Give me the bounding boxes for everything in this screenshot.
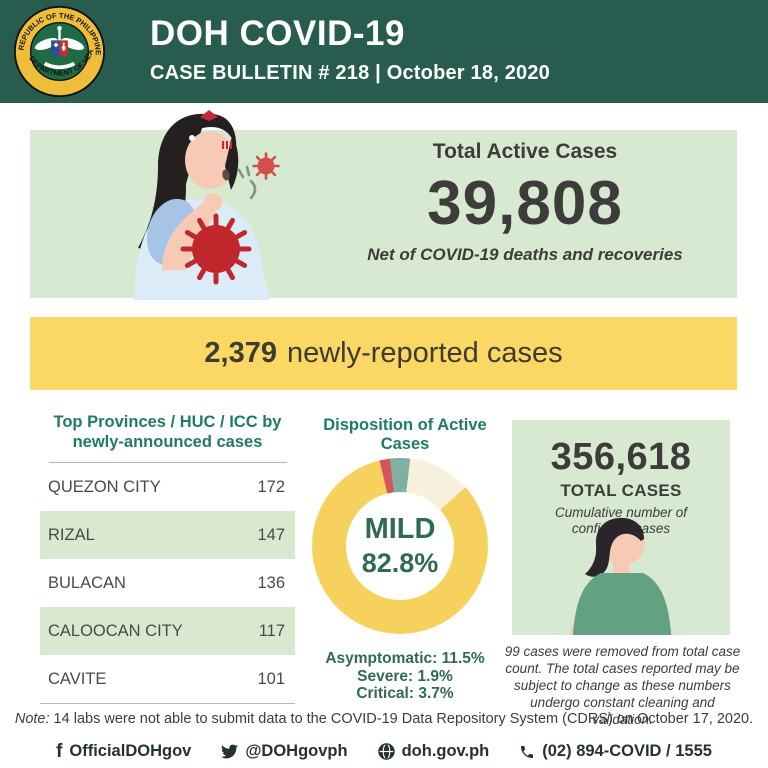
active-cases-caption: Net of COVID-19 deaths and recoveries (367, 245, 683, 264)
note-line: Note: 14 labs were not able to submit da… (0, 711, 768, 727)
facebook-item: f OfficialDOHgov (56, 742, 191, 761)
donut-center-value: 82.8% (361, 548, 439, 578)
top-provinces-table: Top Provinces / HUC / ICC by newly-annou… (40, 412, 295, 704)
province-row: QUEZON CITY 172 (40, 463, 295, 511)
doh-seal-logo: REPUBLIC OF THE PHILIPPINES DEPARTMENT O… (13, 5, 106, 98)
donut-center-label: MILD (364, 513, 436, 545)
social-bar: f OfficialDOHgov @DOHgovph doh.gov.ph (0… (0, 735, 768, 768)
province-row: CAVITE 101 (40, 655, 295, 703)
legend-line-critical: Critical: 3.7% (356, 685, 454, 702)
disposition-legend: Asymptomatic: 11.5% Severe: 1.9% Critica… (300, 650, 510, 703)
province-value: 136 (257, 573, 285, 592)
new-cases-label: newly-reported cases (286, 337, 563, 369)
legend-line-severe: Severe: 1.9% (357, 667, 453, 685)
website-url: doh.gov.ph (401, 742, 490, 760)
phone-icon (521, 745, 534, 758)
twitter-icon (221, 744, 239, 759)
new-cases-banner: 2,379 newly-reported cases (30, 317, 737, 390)
globe-icon (377, 743, 395, 760)
legend-line-asymptomatic: Asymptomatic: 11.5% (325, 650, 485, 667)
donut-hole: MILD 82.8% (346, 492, 454, 600)
province-row: CALOOCAN CITY 117 (40, 607, 295, 655)
header-title: DOH COVID-19 (150, 14, 405, 53)
website-item: doh.gov.ph (377, 742, 490, 761)
province-name: BULACAN (48, 573, 126, 592)
province-row: RIZAL 147 (40, 511, 295, 559)
province-name: CAVITE (48, 669, 107, 688)
header-bar: REPUBLIC OF THE PHILIPPINES DEPARTMENT O… (0, 0, 768, 103)
provinces-header: Top Provinces / HUC / ICC by newly-annou… (48, 412, 287, 463)
province-name: CALOOCAN CITY (48, 621, 183, 640)
disposition-title: Disposition of Active Cases (323, 416, 487, 453)
total-cases-value: 356,618 (550, 436, 692, 478)
new-cases-value: 2,379 (204, 337, 277, 369)
phone-number: (02) 894-COVID / 1555 (542, 742, 712, 760)
active-cases-donut: MILD 82.8% (312, 458, 488, 634)
sick-woman-illustration (134, 110, 280, 300)
twitter-handle: @DOHgovph (245, 742, 348, 760)
total-cases-footnote: 99 cases were removed from total case co… (504, 644, 741, 727)
province-value: 101 (257, 669, 285, 688)
active-cases-title: Total Active Cases (432, 140, 618, 163)
header-subtitle: CASE BULLETIN # 218 | October 18, 2020 (150, 62, 551, 84)
facebook-icon: f (56, 741, 63, 762)
phone-item: (02) 894-COVID / 1555 (519, 742, 712, 761)
province-row: BULACAN 136 (40, 559, 295, 607)
province-name: RIZAL (48, 525, 95, 544)
total-cases-label: TOTAL CASES (560, 481, 682, 500)
person-illustration (569, 517, 673, 635)
total-cases-card: 356,618 TOTAL CASES Cumulative number of… (512, 420, 730, 635)
active-cases-value: 39,808 (427, 169, 623, 238)
facebook-handle: OfficialDOHgov (69, 742, 192, 760)
note-text: 14 labs were not able to submit data to … (49, 711, 754, 727)
province-value: 147 (257, 525, 285, 544)
note-prefix: Note: (14, 711, 50, 727)
province-value: 172 (257, 477, 285, 496)
province-value: 117 (258, 621, 285, 640)
province-name: QUEZON CITY (48, 477, 161, 496)
twitter-item: @DOHgovph (221, 742, 348, 761)
